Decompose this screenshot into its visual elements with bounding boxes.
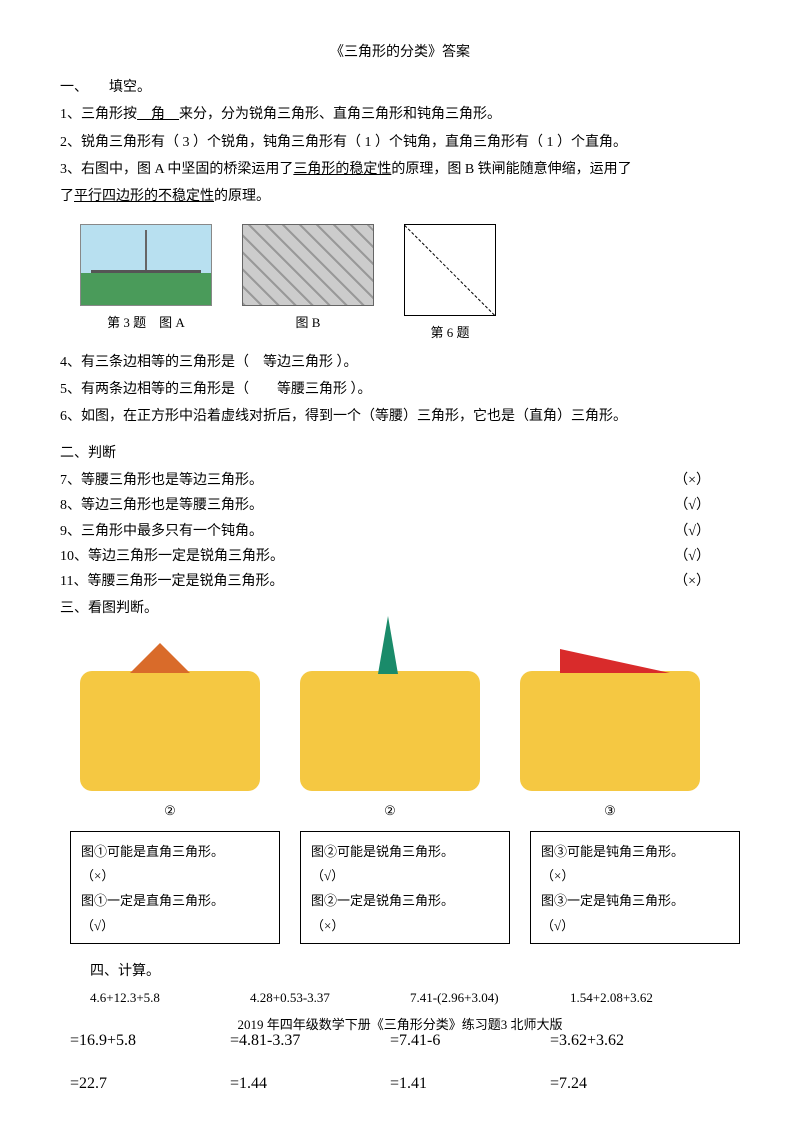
caption-a: 第 3 题 图 A <box>107 311 185 334</box>
q6: 6、如图，在正方形中沿着虚线对折后，得到一个（等腰）三角形，它也是（直角）三角形… <box>60 404 740 429</box>
b3-l2: （×） <box>541 864 729 889</box>
card-2 <box>300 671 480 791</box>
circ-3: ③ <box>520 799 700 822</box>
calc-r1: 4.6+12.3+5.8 4.28+0.53-3.37 7.41-(2.96+3… <box>60 986 740 1009</box>
b1-l2: （×） <box>81 864 269 889</box>
box-1: 图①可能是直角三角形。 （×） 图①一定是直角三角形。 （√） <box>70 831 280 944</box>
bridge-image <box>80 224 212 306</box>
b2-l4: （×） <box>311 914 499 939</box>
triangle-3-icon <box>560 649 670 673</box>
b1-l1: 图①可能是直角三角形。 <box>81 840 269 865</box>
q3-line2: 了平行四边形的不稳定性的原理。 <box>60 184 740 209</box>
q1-b: 来分，分为锐角三角形、直角三角形和钝角三角形。 <box>179 107 501 122</box>
r2d: =3.62+3.62 <box>550 1027 710 1056</box>
circled-labels: ② ② ③ <box>80 799 740 822</box>
r3a: =22.7 <box>70 1070 230 1099</box>
r2c: =7.41-6 <box>390 1027 550 1056</box>
q3-pre: 了 <box>60 189 74 204</box>
q3-a: 3、右图中，图 A 中坚固的桥梁运用了 <box>60 162 293 177</box>
q3-u1: 三角形的稳定性 <box>293 162 391 177</box>
q1-u: 角 <box>137 107 179 122</box>
j9-t: 9、三角形中最多只有一个钝角。 <box>60 519 263 544</box>
q3-b: 的原理，图 B 铁闸能随意伸缩，运用了 <box>391 162 631 177</box>
j8-t: 8、等边三角形也是等腰三角形。 <box>60 493 263 518</box>
r3b: =1.44 <box>230 1070 390 1099</box>
r1d: 1.54+2.08+3.62 <box>570 986 730 1009</box>
gate-image <box>242 224 374 306</box>
j9-a: （√） <box>674 519 710 544</box>
triangle-cards <box>80 631 740 791</box>
b2-l3: 图②一定是锐角三角形。 <box>311 889 499 914</box>
b2-l1: 图②可能是锐角三角形。 <box>311 840 499 865</box>
j8-a: （√） <box>674 493 710 518</box>
b3-l3: 图③一定是钝角三角形。 <box>541 889 729 914</box>
j7-a: （×） <box>674 468 710 493</box>
r3d: =7.24 <box>550 1070 710 1099</box>
box-3: 图③可能是钝角三角形。 （×） 图③一定是钝角三角形。 （√） <box>530 831 740 944</box>
answer-boxes: 图①可能是直角三角形。 （×） 图①一定是直角三角形。 （√） 图②可能是锐角三… <box>70 831 740 944</box>
q1-a: 1、三角形按 <box>60 107 137 122</box>
b3-l4: （√） <box>541 914 729 939</box>
q3-c: 的原理。 <box>214 189 270 204</box>
b2-l2: （√） <box>311 864 499 889</box>
q4: 4、有三条边相等的三角形是（ 等边三角形 ）。 <box>60 350 740 375</box>
section4-heading: 四、计算。 <box>60 959 740 984</box>
j7-t: 7、等腰三角形也是等边三角形。 <box>60 468 263 493</box>
triangle-1-icon <box>130 643 190 673</box>
circ-1: ② <box>80 799 260 822</box>
j10-a: （√） <box>674 544 710 569</box>
j10: 10、等边三角形一定是锐角三角形。 （√） <box>60 544 740 569</box>
j9: 9、三角形中最多只有一个钝角。 （√） <box>60 519 740 544</box>
q1: 1、三角形按 角 来分，分为锐角三角形、直角三角形和钝角三角形。 <box>60 102 740 127</box>
images-row: 第 3 题 图 A 图 B 第 6 题 <box>80 224 740 344</box>
q3: 3、右图中，图 A 中坚固的桥梁运用了三角形的稳定性的原理，图 B 铁闸能随意伸… <box>60 157 740 182</box>
r3c: =1.41 <box>390 1070 550 1099</box>
b3-l1: 图③可能是钝角三角形。 <box>541 840 729 865</box>
r1c: 7.41-(2.96+3.04) <box>410 986 570 1009</box>
box-2: 图②可能是锐角三角形。 （√） 图②一定是锐角三角形。 （×） <box>300 831 510 944</box>
j10-t: 10、等边三角形一定是锐角三角形。 <box>60 544 284 569</box>
section4: 四、计算。 4.6+12.3+5.8 4.28+0.53-3.37 7.41-(… <box>60 959 740 1099</box>
b1-l3: 图①一定是直角三角形。 <box>81 889 269 914</box>
r2a: =16.9+5.8 <box>70 1027 230 1056</box>
card-1 <box>80 671 260 791</box>
section3-heading: 三、看图判断。 <box>60 596 740 621</box>
img-a-box: 第 3 题 图 A <box>80 224 212 334</box>
j11-t: 11、等腰三角形一定是锐角三角形。 <box>60 569 283 594</box>
triangle-2-icon <box>378 616 398 674</box>
img-b-box: 图 B <box>242 224 374 334</box>
calc-r2: =16.9+5.8 =4.81-3.37 =7.41-6 =3.62+3.62 <box>70 1027 740 1056</box>
circ-2: ② <box>300 799 480 822</box>
doc-title: 《三角形的分类》答案 <box>60 40 740 65</box>
section2-heading: 二、判断 <box>60 441 740 466</box>
square-image <box>404 224 496 316</box>
caption-6: 第 6 题 <box>430 321 469 344</box>
r1a: 4.6+12.3+5.8 <box>90 986 250 1009</box>
card-3 <box>520 671 700 791</box>
section1-heading: 一、 填空。 <box>60 75 740 100</box>
j11: 11、等腰三角形一定是锐角三角形。 （×） <box>60 569 740 594</box>
calc-r3: =22.7 =1.44 =1.41 =7.24 <box>60 1070 740 1099</box>
r2b: =4.81-3.37 <box>230 1027 390 1056</box>
img-6-box: 第 6 题 <box>404 224 496 344</box>
b1-l4: （√） <box>81 914 269 939</box>
q2: 2、锐角三角形有（ 3 ）个锐角，钝角三角形有（ 1 ）个钝角，直角三角形有（ … <box>60 130 740 155</box>
caption-b: 图 B <box>296 311 321 334</box>
q5: 5、有两条边相等的三角形是（ 等腰三角形 ）。 <box>60 377 740 402</box>
overlap-line: =16.9+5.8 =4.81-3.37 =7.41-6 =3.62+3.62 <box>60 1027 740 1056</box>
j8: 8、等边三角形也是等腰三角形。 （√） <box>60 493 740 518</box>
r1b: 4.28+0.53-3.37 <box>250 986 410 1009</box>
j11-a: （×） <box>674 569 710 594</box>
q3-u2: 平行四边形的不稳定性 <box>74 189 214 204</box>
j7: 7、等腰三角形也是等边三角形。 （×） <box>60 468 740 493</box>
